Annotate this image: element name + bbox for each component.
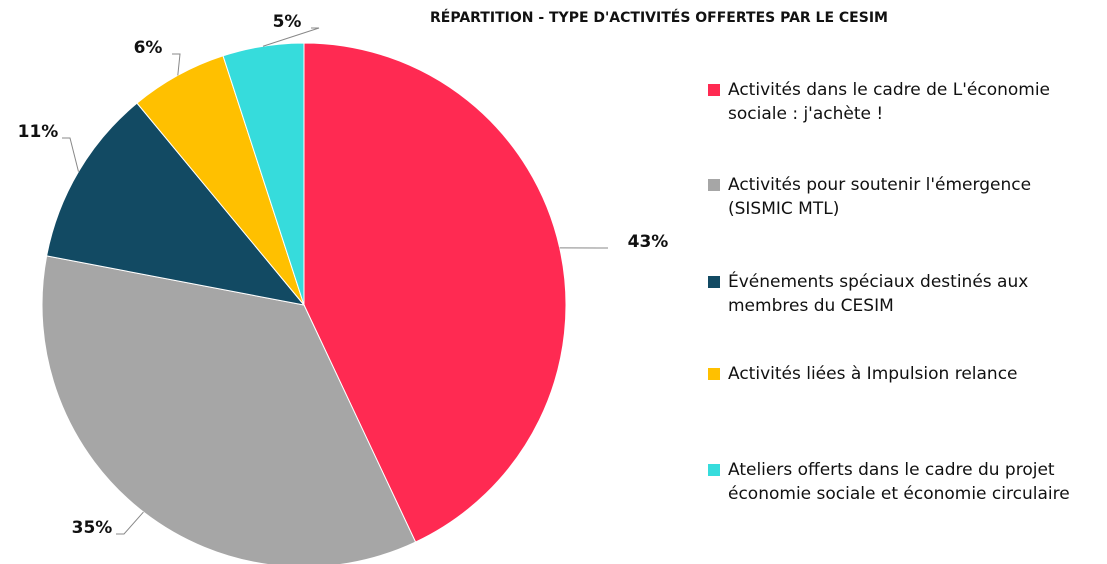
legend-label: Événements spéciaux destinés aux membres… — [728, 272, 1029, 316]
pie-slice — [222, 42, 305, 306]
legend-label: Ateliers offerts dans le cadre du projet… — [728, 460, 1070, 504]
leader-line — [116, 511, 144, 535]
legend-swatch — [708, 84, 720, 96]
leader-line — [262, 27, 320, 47]
legend-label: Activités liées à Impulsion relance — [728, 364, 1018, 384]
data-label: 5% — [273, 12, 302, 32]
legend-item: Ateliers offerts dans le cadre du projet… — [708, 458, 1098, 506]
data-label: 6% — [134, 38, 163, 58]
legend-item: Activités pour soutenir l'émergence (SIS… — [708, 173, 1098, 221]
pie-slice — [303, 42, 567, 543]
data-label: 35% — [72, 518, 113, 538]
data-label: 11% — [18, 122, 59, 142]
legend-swatch — [708, 464, 720, 476]
legend-swatch — [708, 179, 720, 191]
data-label: 43% — [628, 232, 669, 252]
legend-swatch — [708, 276, 720, 288]
leader-line — [172, 53, 181, 76]
legend-item: Activités dans le cadre de L'économie so… — [708, 78, 1098, 126]
legend-item: Événements spéciaux destinés aux membres… — [708, 270, 1098, 318]
legend-label: Activités dans le cadre de L'économie so… — [728, 80, 1051, 124]
pie-slice — [46, 102, 306, 306]
pie-slice — [41, 255, 417, 564]
chart-title: RÉPARTITION - TYPE D'ACTIVITÉS OFFERTES … — [430, 9, 888, 26]
legend-item: Activités liées à Impulsion relance — [708, 362, 1098, 386]
legend-swatch — [708, 368, 720, 380]
legend-label: Activités pour soutenir l'émergence (SIS… — [728, 175, 1032, 219]
leader-line — [62, 137, 79, 172]
